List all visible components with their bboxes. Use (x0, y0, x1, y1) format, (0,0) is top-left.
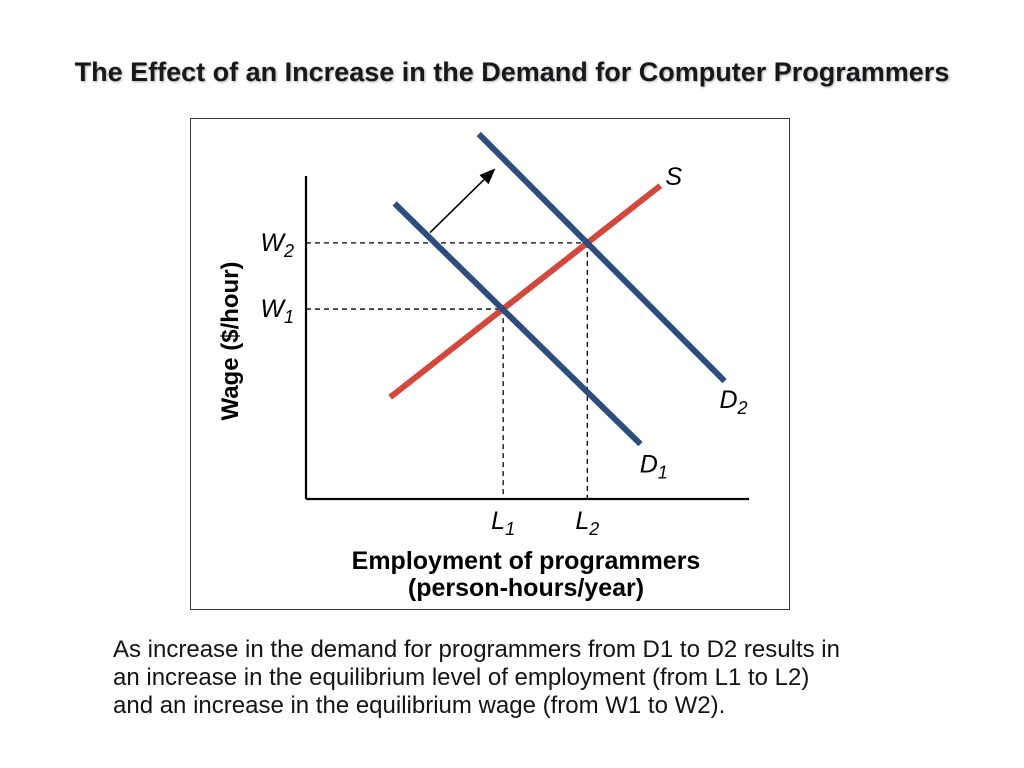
x-axis-title-line2: (person-hours/year) (407, 574, 645, 602)
y-axis-title: Wage ($/hour) (217, 261, 244, 421)
employment-label-L1: L1 (491, 507, 515, 539)
curve-label-D1: D1 (640, 450, 668, 482)
x-axis-title-line1: Employment of programmers (351, 547, 701, 575)
curve-D2 (476, 131, 727, 384)
caption-line: and an increase in the equilibrium wage … (113, 692, 726, 719)
wage-label-W1: W1 (260, 295, 294, 327)
wage-label-W2: W2 (260, 229, 294, 261)
caption: As increase in the demand for programmer… (113, 636, 993, 720)
curve-label-S: S (665, 163, 682, 191)
caption-line: As increase in the demand for programmer… (113, 636, 840, 663)
chart-frame: W1 L1 W2 L2 S D1 D2 Wage ($/hour) Employment o… (190, 118, 790, 610)
x-axis-title: Employment of programmers (person-hours/… (352, 548, 701, 602)
slide-title: The Effect of an Increase in the Demand … (74, 57, 950, 87)
curve-D1 (392, 201, 643, 447)
supply-demand-plot: W1 L1 W2 L2 S D1 D2 (260, 131, 749, 539)
caption-line: an increase in the equilibrium level of … (113, 664, 810, 691)
curve-label-D2: D2 (719, 386, 747, 418)
employment-label-L2: L2 (575, 507, 599, 539)
curve-S (388, 183, 663, 400)
demand-shift-arrow (429, 168, 496, 234)
